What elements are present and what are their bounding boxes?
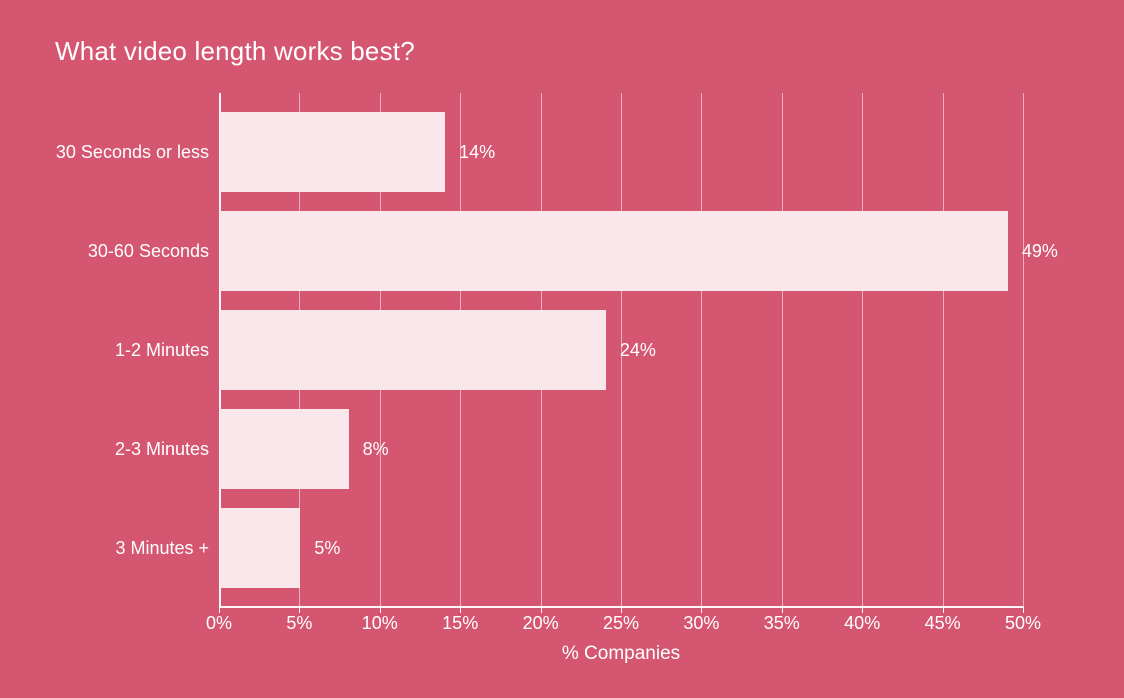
- gridline: [621, 93, 622, 607]
- chart-title: What video length works best?: [55, 36, 415, 66]
- axis-tick-mark: [540, 607, 542, 613]
- x-tick-label: 30%: [683, 613, 720, 633]
- gridline: [701, 93, 703, 607]
- gridline: [1023, 93, 1024, 607]
- x-tick-label: 45%: [924, 613, 961, 633]
- gridline: [942, 93, 944, 607]
- gridline: [781, 93, 783, 607]
- axis-tick-mark: [701, 607, 703, 613]
- bar: [220, 408, 349, 489]
- x-tick-label: 10%: [361, 613, 398, 633]
- gridline: [862, 93, 864, 607]
- x-tick-label: 15%: [442, 613, 479, 633]
- x-tick-label: 20%: [522, 613, 559, 633]
- category-label: 30-60 Seconds: [87, 241, 209, 262]
- category-label: 3 Minutes +: [115, 537, 209, 558]
- axis-tick-mark: [219, 607, 220, 613]
- x-tick-label: 25%: [602, 613, 640, 633]
- axis-tick-mark: [299, 607, 301, 613]
- axis-tick-mark: [621, 607, 622, 613]
- x-tick-label: 50%: [1004, 613, 1042, 633]
- axis-tick-mark: [781, 607, 783, 613]
- category-label: 2-3 Minutes: [114, 438, 209, 459]
- x-tick-label: 35%: [763, 613, 800, 633]
- category-label: 30 Seconds or less: [55, 142, 209, 163]
- x-tick-label: 0%: [205, 613, 233, 633]
- axis-tick-mark: [379, 607, 381, 613]
- axis-tick-mark: [862, 607, 864, 613]
- bar-value-label: 8%: [362, 438, 389, 459]
- category-label: 1-2 Minutes: [114, 340, 209, 360]
- bar-value-label: 24%: [619, 340, 656, 360]
- x-axis-title: % Companies: [561, 643, 681, 664]
- axis-tick-mark: [1023, 607, 1024, 613]
- axis-tick-mark: [942, 607, 944, 613]
- plot-area: 14% 49% 24% 8% 5%: [219, 93, 1058, 608]
- bar: [220, 112, 446, 193]
- x-tick-label: 40%: [844, 613, 881, 633]
- bar-value-label: 49%: [1021, 241, 1058, 262]
- bar: [220, 310, 606, 390]
- axis-tick-mark: [460, 607, 462, 613]
- bar: [220, 211, 1008, 292]
- bar: [220, 507, 301, 588]
- bar-value-label: 5%: [314, 537, 341, 558]
- x-tick-label: 5%: [286, 613, 313, 633]
- bar-value-label: 14%: [459, 142, 496, 163]
